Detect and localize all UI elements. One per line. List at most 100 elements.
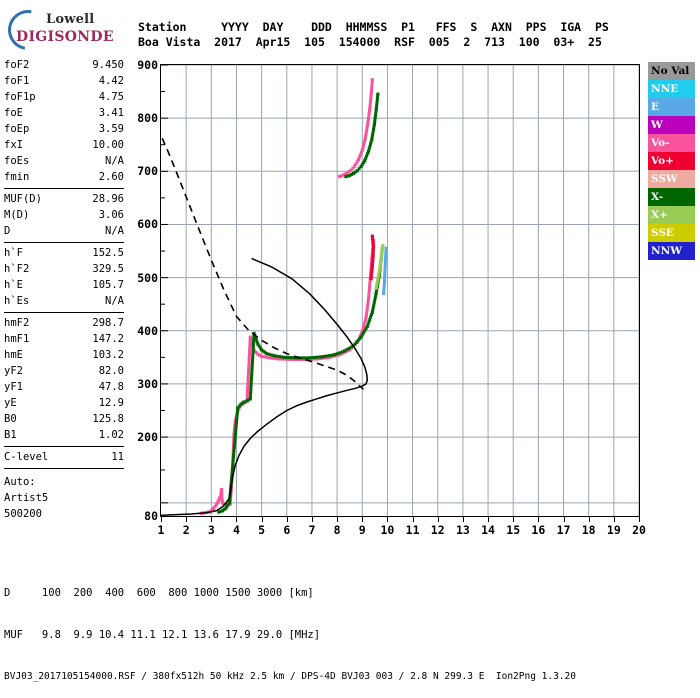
legend-item-w[interactable]: W (648, 116, 695, 134)
data-point (368, 106, 372, 111)
legend-item-nnw[interactable]: NNW (648, 242, 695, 260)
x-tick (286, 517, 288, 522)
data-point (290, 356, 294, 360)
param-row: yF2 82.0 (4, 364, 124, 380)
data-point (328, 354, 332, 358)
data-point (250, 368, 254, 372)
legend-item-vo-[interactable]: Vo+ (648, 152, 695, 170)
x-axis-labels: 1 2 3 4 5 6 7 8 9 10 11 12 13 14 15 16 17 18 19 20 (157, 517, 646, 539)
data-point (215, 501, 219, 505)
legend-item-nne[interactable]: NNE (648, 80, 695, 98)
data-point (290, 357, 294, 362)
data-point (262, 355, 266, 359)
data-point (365, 324, 369, 329)
param-auto-block: Auto: Artist5 500200 (4, 475, 124, 523)
data-point (224, 506, 228, 510)
ionogram-svg (161, 65, 639, 516)
data-point (338, 353, 342, 357)
data-point (371, 239, 375, 243)
param-value: 3.59 (98, 123, 124, 136)
data-point (236, 408, 240, 412)
param-key: yF2 (4, 365, 23, 378)
data-point (383, 261, 387, 265)
y-axis-ticks (161, 65, 168, 504)
param-auto-line: Artist5 (4, 492, 49, 504)
data-point (363, 159, 367, 163)
param-row: foEs N/A (4, 154, 124, 170)
data-point (380, 252, 384, 256)
data-point (354, 340, 358, 344)
data-point (230, 475, 234, 479)
param-value: 4.75 (98, 91, 124, 104)
y-axis-tick-label: 400 (137, 323, 158, 338)
param-value: 329.5 (92, 263, 124, 276)
data-point (378, 268, 381, 272)
data-point (361, 143, 365, 147)
data-point (362, 323, 366, 327)
data-point (233, 434, 237, 438)
param-value: 82.0 (98, 365, 124, 378)
data-point (353, 342, 357, 346)
data-point (364, 327, 368, 331)
x-axis-tick-label: 1 (157, 523, 165, 537)
legend-item-vo-[interactable]: Vo- (648, 134, 695, 152)
legend-item-x-[interactable]: X+ (648, 206, 695, 224)
param-key: B1 (4, 429, 17, 442)
data-point (265, 352, 269, 356)
data-point (332, 353, 337, 357)
param-key: h`F (4, 247, 23, 260)
data-point (260, 348, 264, 352)
data-point (373, 116, 377, 120)
param-row: h`Es N/A (4, 294, 124, 310)
y-axis-tick-label: 200 (137, 430, 158, 445)
legend-item-x-[interactable]: X- (648, 188, 695, 206)
data-point (364, 315, 368, 320)
data-point (227, 501, 232, 505)
data-point (370, 310, 374, 314)
data-point (282, 357, 286, 361)
legend-item-sse[interactable]: SSE (648, 224, 695, 242)
data-point (232, 451, 236, 455)
data-point (280, 357, 284, 361)
x-tick (639, 517, 640, 522)
x-axis-tick-label: 10 (380, 523, 395, 537)
data-point (383, 274, 387, 278)
data-point (383, 267, 387, 271)
legend-item-e[interactable]: E (648, 98, 695, 116)
data-point (275, 354, 279, 358)
data-point (367, 292, 371, 296)
data-point (249, 377, 253, 381)
data-point (365, 126, 369, 130)
data-point (272, 356, 276, 360)
data-point (371, 244, 375, 248)
data-point (383, 264, 387, 268)
data-point (367, 320, 371, 324)
data-point (247, 361, 251, 365)
x-tick (362, 517, 364, 522)
legend-item-no-val[interactable]: No Val (648, 62, 695, 80)
data-point (231, 456, 235, 460)
ionogram-plot[interactable] (160, 64, 640, 517)
data-point (375, 97, 379, 101)
data-point (353, 170, 357, 174)
param-key: MUF(D) (4, 193, 42, 206)
footer-muf-row: MUF 9.8 9.9 10.4 11.1 12.1 13.6 17.9 29.… (4, 629, 321, 641)
data-point (354, 162, 358, 166)
data-point (231, 458, 235, 462)
data-point (255, 340, 259, 344)
legend-item-ssw[interactable]: SSW (648, 170, 695, 188)
data-point (383, 276, 387, 280)
data-point (355, 160, 359, 164)
data-point (374, 286, 378, 290)
data-point (230, 470, 234, 474)
param-value: 147.2 (92, 333, 124, 346)
x-axis-tick-label: 15 (506, 523, 521, 537)
data-point (282, 355, 286, 359)
data-point (371, 252, 375, 256)
polarization-legend: No Val NNE E W Vo- Vo+ SSW X- X+ SSE NNW (648, 62, 695, 260)
param-row: fxI 10.00 (4, 138, 124, 154)
data-point (370, 135, 374, 139)
param-value: 9.450 (92, 59, 124, 72)
data-point (327, 355, 332, 359)
data-point (359, 335, 363, 339)
